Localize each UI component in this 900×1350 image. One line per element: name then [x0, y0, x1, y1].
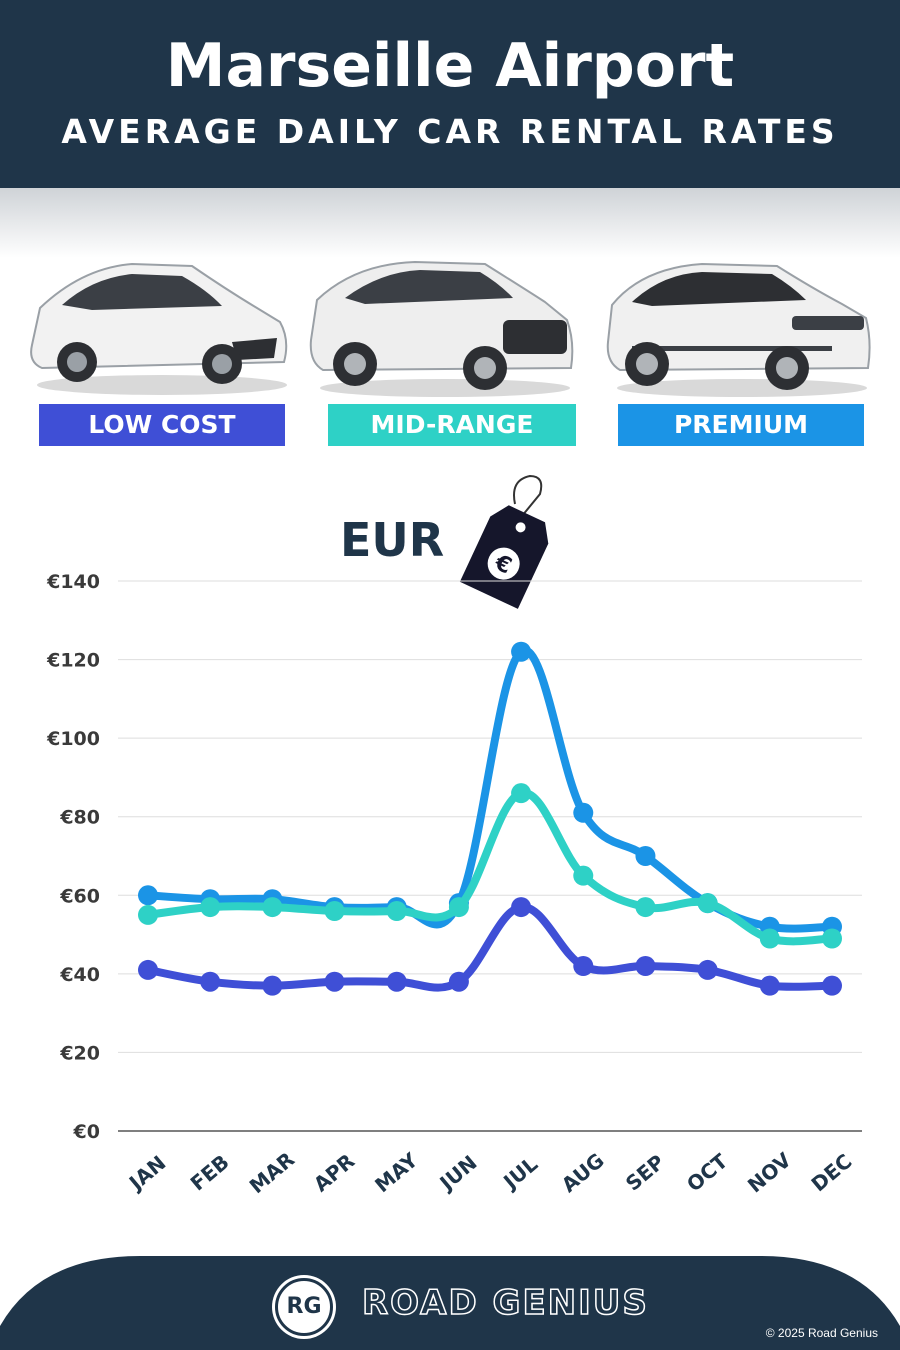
header-banner: Marseille Airport AVERAGE DAILY CAR RENT… — [0, 0, 900, 188]
data-point — [635, 846, 656, 866]
legend-premium: PREMIUM — [618, 404, 864, 446]
x-tick-label: NOV — [743, 1147, 796, 1197]
y-tick-label: €100 — [46, 728, 100, 750]
data-point — [262, 975, 283, 996]
x-tick-label: JUN — [434, 1150, 482, 1196]
x-tick-label: MAY — [370, 1148, 423, 1198]
data-point — [511, 783, 532, 804]
hatchback-car-image — [30, 262, 288, 395]
data-point — [697, 893, 718, 914]
x-tick-label: MAR — [245, 1147, 299, 1198]
data-point — [324, 901, 345, 921]
y-tick-label: €140 — [46, 571, 100, 593]
brand-name: ROAD GENIUS — [361, 1282, 649, 1324]
data-point — [200, 971, 221, 992]
series-mid-range — [138, 783, 842, 949]
data-point — [262, 897, 283, 918]
data-point — [635, 897, 656, 918]
data-point — [448, 971, 469, 992]
series-low-cost — [138, 897, 842, 996]
data-point — [448, 897, 469, 918]
series-premium — [138, 641, 842, 937]
series-line — [144, 903, 836, 992]
data-point — [138, 904, 158, 925]
currency-label: EUR — [340, 513, 445, 567]
suv-car-image — [309, 260, 574, 397]
price-tag-icon: € — [459, 474, 549, 609]
x-tick-label: DEC — [807, 1149, 857, 1196]
y-tick-label: €120 — [46, 650, 100, 672]
header-shadow — [0, 188, 900, 258]
x-tick-label: AUG — [557, 1148, 609, 1197]
logo-text: RG — [286, 1294, 322, 1319]
data-point — [573, 956, 594, 976]
y-tick-label: €40 — [59, 964, 100, 986]
x-axis-ticks: JAN FEB MAR APR MAY JUN JUL AUG SEP OCT NOV DEC — [123, 1147, 856, 1198]
data-point — [386, 901, 407, 921]
series-layer — [138, 641, 842, 996]
data-point — [200, 897, 221, 918]
x-tick-label: JAN — [123, 1151, 170, 1196]
y-tick-label: €0 — [73, 1121, 100, 1143]
luxury-suv-car-image — [606, 262, 871, 397]
data-point — [697, 959, 718, 980]
series-line — [144, 646, 836, 933]
x-tick-label: SEP — [621, 1150, 669, 1196]
y-tick-label: €60 — [59, 885, 100, 907]
data-point — [138, 885, 158, 906]
y-axis-ticks: €0 €20 €40 €60 €80 €100 €120 €140 — [46, 571, 100, 1143]
data-point — [511, 641, 532, 662]
x-tick-label: JUL — [497, 1152, 542, 1195]
data-point — [573, 865, 594, 886]
road-genius-logo: RG — [275, 1278, 333, 1336]
data-point — [324, 971, 345, 992]
data-point — [635, 956, 656, 976]
data-point — [138, 959, 158, 980]
x-tick-label: OCT — [682, 1149, 732, 1197]
series-line — [144, 789, 836, 946]
data-point — [822, 928, 842, 949]
x-tick-label: FEB — [186, 1150, 234, 1196]
data-point — [759, 928, 780, 949]
data-point — [822, 975, 842, 996]
data-point — [759, 975, 780, 996]
x-tick-label: APR — [309, 1149, 359, 1197]
copyright-text: © 2025 Road Genius — [765, 1326, 878, 1340]
data-point — [573, 802, 594, 823]
data-point — [386, 971, 407, 992]
line-chart: €0 €20 €40 €60 €80 €100 €120 €140 JAN FEB MAR APR M… — [46, 571, 862, 1198]
data-point — [511, 897, 532, 918]
page-subtitle: AVERAGE DAILY CAR RENTAL RATES — [61, 112, 839, 151]
footer-banner — [0, 1256, 900, 1350]
legend-mid-range: MID-RANGE — [328, 404, 576, 446]
y-tick-label: €20 — [59, 1042, 100, 1064]
grid-layer — [118, 580, 862, 1132]
legend-low-cost: LOW COST — [39, 404, 285, 446]
y-tick-label: €80 — [59, 807, 100, 829]
page-title: Marseille Airport — [165, 31, 735, 101]
